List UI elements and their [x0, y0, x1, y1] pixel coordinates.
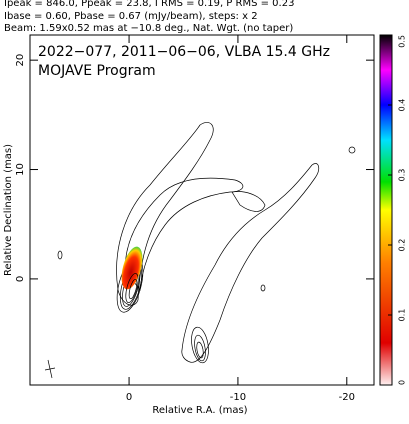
x-tick-label: -20: [339, 392, 355, 403]
header-line: Beam: 1.59x0.52 mas at −10.8 deg., Nat. …: [4, 23, 293, 34]
colorbar-tick-label: 0.3: [398, 169, 407, 182]
x-tick-label: 0: [126, 392, 132, 403]
contours: [44, 122, 356, 379]
colorbar: [380, 35, 392, 385]
y-axis-label: Relative Declination (mas): [3, 144, 14, 276]
annotation: MOJAVE Program: [38, 63, 156, 79]
colorbar-frame: [379, 34, 393, 386]
colorbar-tick-label: 0.1: [398, 309, 407, 322]
y-tick-label: 0: [15, 276, 26, 282]
colorbar-tick-label: 0.2: [398, 239, 407, 252]
x-axis-label: Relative R.A. (mas): [152, 405, 247, 416]
y-tick-label: 20: [15, 54, 26, 67]
colorbar-tick-label: 0: [398, 380, 407, 385]
annotation: 2022−077, 2011−06−06, VLBA 15.4 GHz: [38, 44, 330, 60]
colorbar-tick-label: 0.4: [398, 99, 407, 112]
header-line: Ibase = 0.60, Pbase = 0.67 (mJy/beam), s…: [4, 11, 258, 22]
plot-frame: [29, 34, 375, 386]
y-tick-label: 10: [15, 163, 26, 176]
header-line: Ipeak = 846.0, Ppeak = 23.8, I RMS = 0.1…: [4, 0, 294, 9]
x-tick-label: -10: [230, 392, 246, 403]
colorbar-tick-label: 0.5: [398, 35, 407, 48]
